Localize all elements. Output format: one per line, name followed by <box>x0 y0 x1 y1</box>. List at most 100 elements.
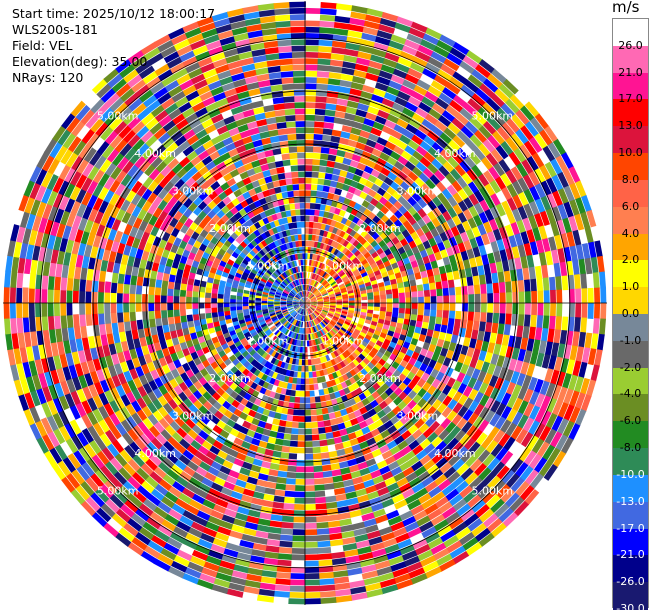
velocity-bin <box>168 281 175 289</box>
velocity-bin <box>305 20 321 26</box>
velocity-bin <box>24 258 32 274</box>
velocity-bin <box>331 47 346 54</box>
velocity-bin <box>205 308 211 314</box>
velocity-bin <box>468 303 474 312</box>
velocity-bin <box>192 303 198 309</box>
velocity-bin <box>149 318 156 327</box>
velocity-bin <box>319 27 335 34</box>
velocity-bin <box>243 306 249 310</box>
velocity-bin <box>125 265 132 276</box>
velocity-bin <box>506 303 512 314</box>
velocity-bin <box>162 280 169 289</box>
velocity-bin <box>161 303 167 311</box>
velocity-bin <box>479 321 486 332</box>
velocity-bin <box>317 541 331 548</box>
velocity-bin <box>150 326 157 335</box>
velocity-bin <box>79 314 86 327</box>
velocity-bin <box>187 320 194 327</box>
velocity-bin <box>67 290 73 303</box>
velocity-bin <box>294 498 305 504</box>
velocity-bin <box>322 471 332 478</box>
velocity-bin <box>136 302 142 311</box>
velocity-bin <box>334 488 345 496</box>
velocity-bin <box>440 273 447 282</box>
velocity-bin <box>296 466 305 472</box>
velocity-bin <box>318 52 332 59</box>
velocity-bin <box>329 72 342 79</box>
velocity-bin <box>318 427 326 434</box>
velocity-bin <box>79 302 85 315</box>
velocity-bin <box>418 297 424 304</box>
velocity-bin <box>290 434 298 440</box>
velocity-bin <box>304 579 320 585</box>
velocity-bin <box>111 312 117 323</box>
velocity-bin <box>329 533 343 540</box>
velocity-bin <box>174 282 181 290</box>
velocity-bin <box>486 283 492 294</box>
velocity-bin <box>86 314 93 326</box>
velocity-bin <box>29 273 36 289</box>
velocity-bin <box>132 266 139 276</box>
velocity-bin <box>99 323 106 335</box>
velocity-bin <box>442 280 449 288</box>
velocity-bin <box>329 539 343 546</box>
velocity-bin <box>535 327 542 341</box>
velocity-bin <box>105 313 112 324</box>
velocity-bin <box>104 292 110 303</box>
velocity-bin <box>305 8 321 14</box>
velocity-bin <box>332 570 348 578</box>
velocity-bin <box>187 314 193 321</box>
velocity-bin <box>459 328 466 338</box>
velocity-bin <box>4 302 10 319</box>
velocity-bin <box>282 440 291 447</box>
velocity-bin <box>218 307 224 312</box>
velocity-bin <box>320 452 329 459</box>
velocity-bin <box>205 292 211 298</box>
velocity-bin <box>368 303 374 307</box>
velocity-bin <box>330 142 340 149</box>
velocity-bin <box>328 78 341 85</box>
velocity-bin <box>424 309 430 316</box>
velocity-bin <box>319 578 335 585</box>
velocity-bin <box>305 134 314 140</box>
velocity-bin <box>281 516 293 523</box>
velocity-bin <box>429 316 436 324</box>
velocity-bin <box>43 261 51 276</box>
velocity-bin <box>305 190 311 196</box>
velocity-bin <box>174 289 180 297</box>
velocity-bin <box>314 478 324 484</box>
velocity-bin <box>424 296 430 303</box>
velocity-bin <box>291 548 305 554</box>
velocity-bin <box>308 272 310 278</box>
velocity-bin <box>132 329 139 339</box>
velocity-bin <box>23 317 30 333</box>
velocity-bin <box>537 303 543 316</box>
velocity-bin <box>320 8 337 15</box>
velocity-bin <box>155 287 161 296</box>
velocity-bin <box>163 324 170 333</box>
velocity-bin <box>283 497 294 504</box>
velocity-bin <box>280 528 293 535</box>
velocity-bin <box>496 261 504 273</box>
velocity-bin <box>516 269 523 282</box>
velocity-bin <box>98 292 104 303</box>
velocity-bin <box>412 303 418 309</box>
velocity-bin <box>304 485 314 491</box>
velocity-bin <box>555 316 562 330</box>
velocity-bin <box>362 303 368 306</box>
velocity-bin <box>544 303 550 317</box>
velocity-bin <box>393 293 399 298</box>
velocity-bin <box>186 303 192 310</box>
velocity-bin <box>335 16 351 24</box>
velocity-bin <box>85 302 91 314</box>
velocity-bin <box>284 491 295 498</box>
velocity-bin <box>271 508 283 515</box>
velocity-bin <box>180 283 187 290</box>
velocity-bin <box>430 310 436 318</box>
velocity-bin <box>374 295 380 299</box>
velocity-bin <box>326 508 338 515</box>
velocity-bin <box>299 397 305 403</box>
velocity-bin <box>554 263 561 278</box>
velocity-bin <box>594 303 600 319</box>
velocity-bin <box>138 328 145 338</box>
